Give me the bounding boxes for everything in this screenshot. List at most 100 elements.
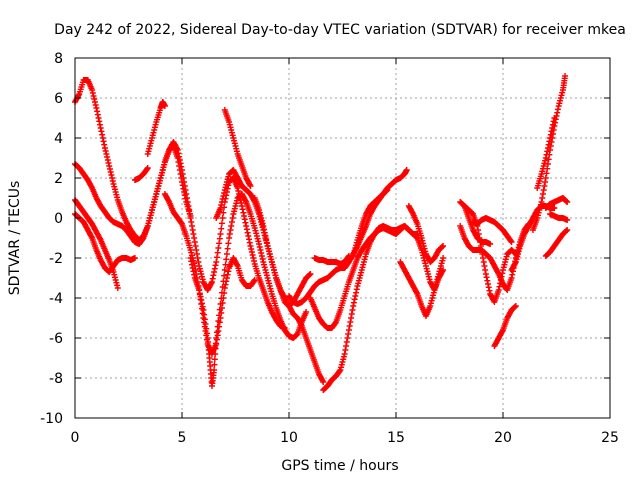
data-point [564, 217, 571, 223]
data-point [482, 267, 489, 273]
data-point [261, 229, 268, 236]
data-point [89, 90, 96, 96]
series-arc22 [470, 215, 515, 245]
data-point [189, 265, 196, 271]
data-point [246, 236, 253, 243]
y-tick-label: 0 [54, 211, 63, 227]
data-point [103, 151, 110, 157]
data-point [440, 243, 447, 249]
data-point [542, 155, 549, 161]
x-tick-labels: 0 5 10 15 20 25 [71, 430, 619, 446]
series-arc3 [72, 197, 121, 291]
data-point [191, 271, 198, 278]
data-point [216, 312, 223, 319]
data-point [542, 175, 549, 181]
data-point [181, 192, 188, 199]
data-point [108, 172, 115, 178]
data-point [240, 209, 247, 216]
data-point [243, 223, 250, 229]
data-point [251, 277, 258, 283]
data-point [564, 199, 571, 205]
data-point [211, 265, 218, 272]
data-point [247, 183, 254, 189]
data-point [349, 307, 356, 313]
data-point [220, 193, 227, 199]
ticks [74, 57, 611, 419]
data-point [105, 160, 112, 166]
data-point [343, 339, 350, 345]
y-tick-label: -2 [49, 251, 63, 267]
data-point [554, 109, 561, 116]
data-point [217, 205, 224, 211]
data-point [245, 233, 252, 239]
data-point [549, 121, 556, 128]
data-point [91, 96, 98, 102]
data-point [91, 99, 98, 105]
data-point [544, 148, 551, 155]
data-point [350, 303, 357, 309]
data-point [259, 256, 266, 262]
data-point [241, 216, 248, 223]
data-point [198, 297, 205, 303]
series-arc16 [350, 187, 391, 259]
data-point [248, 249, 255, 255]
data-point [546, 138, 553, 145]
data-point [104, 157, 111, 163]
data-point [95, 115, 102, 121]
data-point [218, 225, 225, 232]
data-point [98, 128, 105, 135]
data-point [219, 196, 226, 202]
data-point [225, 240, 232, 247]
data-point [182, 195, 189, 202]
data-point [217, 301, 224, 307]
data-point [403, 167, 410, 173]
data-point [348, 311, 355, 317]
data-point [106, 163, 113, 169]
data-point [347, 319, 354, 325]
data-point [106, 166, 113, 172]
data-point [248, 246, 255, 252]
data-point [217, 231, 224, 237]
y-tick-label: -8 [49, 371, 63, 387]
data-point [174, 155, 181, 161]
data-point [551, 115, 558, 121]
data-point [179, 179, 185, 185]
data-point [197, 293, 204, 300]
data-point [131, 255, 138, 261]
data-point [107, 169, 114, 175]
data-point [209, 275, 216, 282]
series-arc28 [542, 195, 571, 211]
series-arc21 [457, 221, 532, 293]
data-point [216, 306, 223, 313]
data-point [480, 255, 487, 261]
data-point [226, 235, 233, 241]
data-point [96, 121, 103, 128]
series-arc15 [320, 223, 421, 393]
data-point [181, 189, 188, 195]
data-point [250, 255, 257, 261]
data-point [247, 243, 254, 249]
data-point [480, 259, 487, 265]
data-point [225, 268, 232, 275]
data-point [486, 287, 493, 294]
chart-title: Day 242 of 2022, Sidereal Day-to-day VTE… [54, 22, 626, 38]
data-point [89, 87, 96, 93]
data-point [307, 271, 314, 277]
data-point [547, 131, 554, 138]
series-arc24 [491, 303, 519, 349]
data-point [114, 285, 121, 291]
data-point [208, 279, 215, 285]
data-point [219, 284, 226, 290]
data-point [242, 219, 249, 226]
data-point [345, 254, 352, 260]
data-point [228, 223, 235, 229]
series-arc10 [221, 107, 254, 189]
series-arc6 [144, 99, 168, 157]
data-point [353, 289, 360, 296]
data-point [484, 277, 491, 284]
data-point [228, 219, 235, 225]
data-point [485, 281, 492, 287]
data-point [191, 235, 198, 241]
data-point [198, 300, 205, 307]
